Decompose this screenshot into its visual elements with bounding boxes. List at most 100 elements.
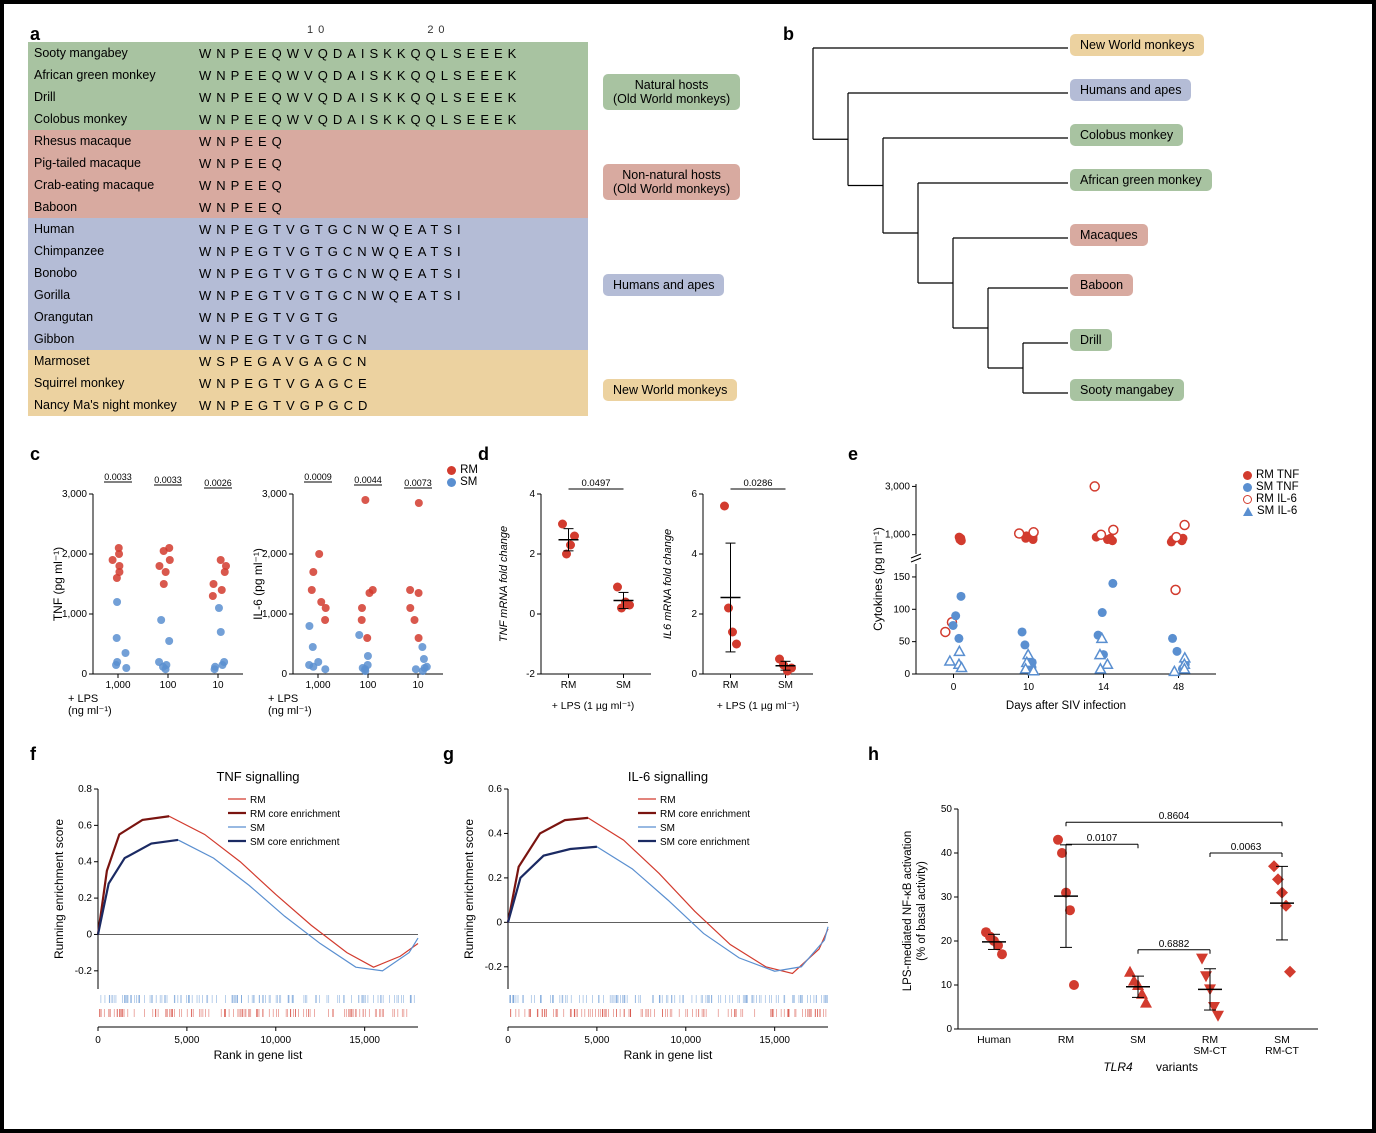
svg-text:100: 100 [893,604,910,615]
sequence: WNPEGTVGTG [199,310,343,325]
svg-text:0: 0 [81,669,87,680]
seq-row: Squirrel monkeyWNPEGTVGAGCE [28,372,588,394]
svg-text:10: 10 [212,680,224,691]
svg-text:TNF mRNA fold change: TNF mRNA fold change [498,526,510,642]
svg-text:SM core enrichment: SM core enrichment [250,837,340,848]
panel-f: -0.200.20.40.60.805,00010,00015,000TNF s… [48,759,438,1099]
seq-row: Nancy Ma's night monkeyWNPEGTVGPGCD [28,394,588,416]
svg-text:0: 0 [496,917,502,928]
svg-text:SM: SM [660,823,675,834]
svg-text:RM core enrichment: RM core enrichment [250,809,340,820]
sequence: WNPEGTVGTGCN [199,332,372,347]
sequence: WNPEEQWVQDAISKKQQLSEEEK [199,46,521,61]
seq-row: MarmosetWSPEGAVGAGCN [28,350,588,372]
svg-text:0: 0 [86,929,92,940]
group-label: New World monkeys [603,379,737,401]
svg-text:Days after SIV infection: Days after SIV infection [1006,700,1126,712]
species-name: Sooty mangabey [34,46,199,60]
svg-text:0: 0 [951,682,957,693]
svg-text:SM core enrichment: SM core enrichment [660,837,750,848]
svg-text:3,000: 3,000 [885,481,910,492]
svg-text:Cytokines (pg ml⁻¹): Cytokines (pg ml⁻¹) [871,527,885,631]
svg-text:LPS-mediated NF-κB activation: LPS-mediated NF-κB activation [902,831,914,991]
sequence: WNPEEQ [199,178,287,193]
svg-text:-0.2: -0.2 [75,966,93,977]
svg-text:Rank in gene list: Rank in gene list [624,1048,713,1062]
panel-g: -0.200.20.40.605,00010,00015,000IL-6 sig… [458,759,848,1099]
species-name: Chimpanzee [34,244,199,258]
tree-taxon: African green monkey [1070,169,1212,191]
svg-text:15,000: 15,000 [349,1035,380,1046]
svg-text:1,000: 1,000 [305,680,330,691]
seq-ruler: 10 20 [28,24,768,42]
sequence: WNPEGTVGTGCNWQEATSI [199,288,466,303]
svg-text:3,000: 3,000 [62,489,87,500]
svg-text:RM-CT: RM-CT [1265,1045,1299,1057]
seq-row: Pig-tailed macaqueWNPEEQ [28,152,588,174]
panel-h-label: h [868,744,879,765]
svg-text:48: 48 [1173,682,1185,693]
svg-text:4: 4 [691,549,697,560]
svg-text:RM: RM [1058,1034,1074,1046]
svg-text:Running enrichment score: Running enrichment score [462,819,476,959]
panel-f-label: f [30,744,36,765]
svg-text:RM: RM [250,795,266,806]
seq-row: ChimpanzeeWNPEGTVGTGCNWQEATSI [28,240,588,262]
svg-text:10: 10 [412,680,424,691]
svg-text:15,000: 15,000 [759,1035,790,1046]
svg-text:-0.2: -0.2 [485,962,503,973]
svg-text:+ LPS (1 µg ml⁻¹): + LPS (1 µg ml⁻¹) [552,700,635,712]
svg-text:0.0497: 0.0497 [581,478,610,489]
panel-e-label: e [848,444,858,465]
svg-text:40: 40 [941,848,953,859]
tree-taxon: Sooty mangabey [1070,379,1184,401]
species-name: Human [34,222,199,236]
svg-text:0.0286: 0.0286 [743,478,772,489]
sequence-table: Sooty mangabeyWNPEEQWVQDAISKKQQLSEEEKAfr… [28,42,588,416]
svg-text:2: 2 [529,549,535,560]
svg-text:10: 10 [941,980,953,991]
svg-text:2: 2 [691,609,697,620]
svg-text:0.0073: 0.0073 [404,478,432,488]
svg-text:5,000: 5,000 [174,1035,199,1046]
legend-item: RM TNF [1243,469,1299,481]
seq-row: GorillaWNPEGTVGTGCNWQEATSI [28,284,588,306]
svg-text:3,000: 3,000 [262,489,287,500]
svg-text:1,000: 1,000 [105,680,130,691]
svg-text:0: 0 [904,669,910,680]
species-name: Colobus monkey [34,112,199,126]
svg-text:Running enrichment score: Running enrichment score [52,819,66,959]
species-name: Bonobo [34,266,199,280]
seq-row: OrangutanWNPEGTVGTG [28,306,588,328]
legend-item: SM IL-6 [1243,505,1299,517]
seq-row: HumanWNPEGTVGTGCNWQEATSI [28,218,588,240]
svg-text:10,000: 10,000 [260,1035,291,1046]
sequence: WNPEGTVGTGCNWQEATSI [199,222,466,237]
seq-row: Sooty mangabeyWNPEEQWVQDAISKKQQLSEEEK [28,42,588,64]
svg-text:0: 0 [946,1024,952,1035]
species-name: Rhesus macaque [34,134,199,148]
svg-text:0: 0 [691,669,697,680]
svg-text:IL6 mRNA fold change: IL6 mRNA fold change [662,529,674,639]
svg-text:(ng ml⁻¹): (ng ml⁻¹) [268,705,312,717]
svg-text:TNF (pg ml⁻¹): TNF (pg ml⁻¹) [51,547,65,621]
svg-text:+ LPS: + LPS [268,693,298,705]
svg-text:0.0009: 0.0009 [304,472,332,482]
panel-e-legend: RM TNFSM TNFRM IL-6SM IL-6 [1243,469,1299,517]
svg-text:0.6: 0.6 [78,820,92,831]
svg-text:1,000: 1,000 [262,609,287,620]
svg-text:0.4: 0.4 [78,857,92,868]
svg-text:IL-6 (pg ml⁻¹): IL-6 (pg ml⁻¹) [251,548,265,620]
species-name: Crab-eating macaque [34,178,199,192]
tree-taxon: Colobus monkey [1070,124,1183,146]
svg-text:SM-CT: SM-CT [1193,1045,1227,1057]
sequence: WNPEEQWVQDAISKKQQLSEEEK [199,68,521,83]
seq-row: BaboonWNPEEQ [28,196,588,218]
svg-text:20: 20 [941,936,953,947]
svg-text:2,000: 2,000 [262,549,287,560]
tree-taxon: Baboon [1070,274,1133,296]
svg-text:+ LPS: + LPS [68,693,98,705]
svg-text:100: 100 [360,680,377,691]
panel-e: 0501001501,0003,0000101448Cytokines (pg … [868,454,1348,724]
svg-text:2,000: 2,000 [62,549,87,560]
